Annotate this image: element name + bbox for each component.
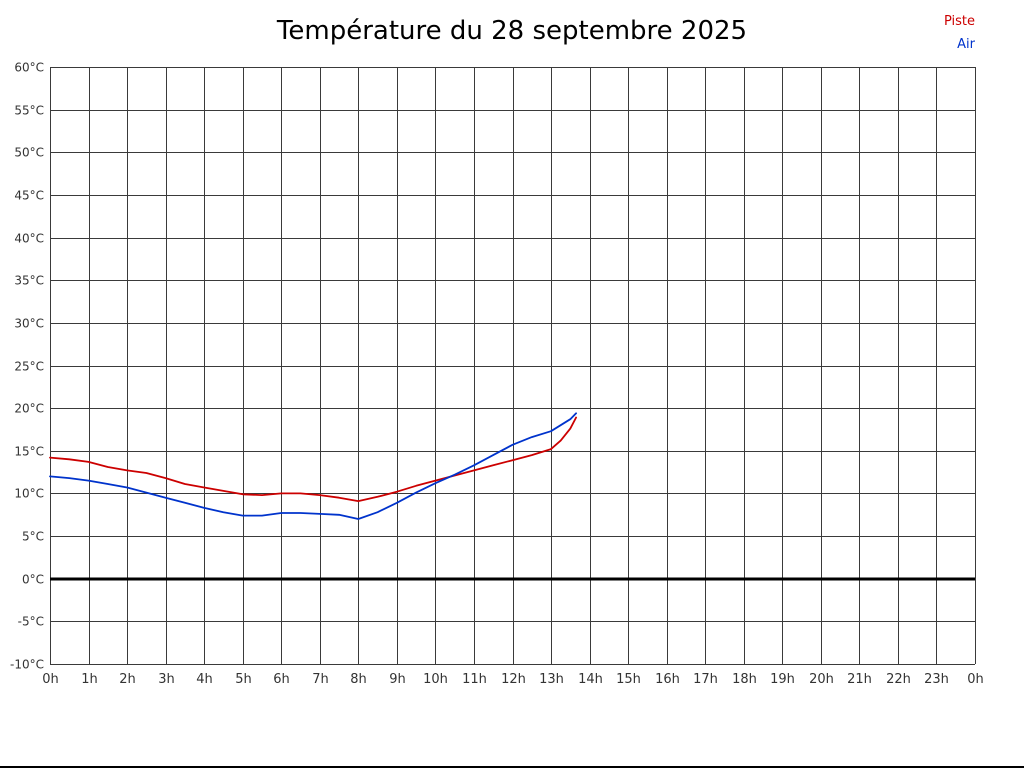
x-tick-label: 5h (235, 672, 252, 687)
series-piste (49, 416, 577, 503)
x-tick-label: 12h (501, 672, 526, 687)
x-tick-label: 0h (42, 672, 59, 687)
x-tick-label: 13h (539, 672, 564, 687)
x-tick-label: 19h (770, 672, 795, 687)
y-tick-label: 15°C (14, 445, 44, 459)
x-tick-label: 1h (81, 672, 98, 687)
y-tick-label: 0°C (22, 573, 44, 587)
y-tick-label: 25°C (14, 360, 44, 374)
x-tick-label: 21h (847, 672, 872, 687)
y-tick-label: 10°C (14, 487, 44, 501)
y-tick-label: 55°C (14, 104, 44, 118)
y-tick-label: 20°C (14, 402, 44, 416)
legend-item-air: Air (957, 37, 975, 52)
y-tick-label: 45°C (14, 189, 44, 203)
y-tick-label: 40°C (14, 232, 44, 246)
x-tick-label: 9h (389, 672, 406, 687)
x-tick-label: 23h (924, 672, 949, 687)
x-tick-label: 8h (350, 672, 367, 687)
legend-item-piste: Piste (943, 14, 975, 29)
series-air (49, 412, 577, 520)
x-tick-label: 6h (273, 672, 290, 687)
x-tick-label: 17h (693, 672, 718, 687)
y-tick-label: 50°C (14, 146, 44, 160)
x-tick-label: 7h (312, 672, 329, 687)
y-tick-label: 5°C (22, 530, 44, 544)
x-tick-label: 2h (119, 672, 136, 687)
x-tick-label: 16h (655, 672, 680, 687)
x-tick-label: 10h (423, 672, 448, 687)
chart-title: Température du 28 septembre 2025 (276, 16, 748, 46)
x-tick-label: 4h (196, 672, 213, 687)
x-tick-label: 3h (158, 672, 175, 687)
x-tick-label: 18h (732, 672, 757, 687)
x-tick-label: 11h (462, 672, 487, 687)
y-tick-label: 30°C (14, 317, 44, 331)
x-tick-label: 15h (616, 672, 641, 687)
y-tick-label: 35°C (14, 274, 44, 288)
bottom-border (0, 766, 1024, 768)
x-tick-label: 20h (809, 672, 834, 687)
y-tick-label: -10°C (10, 658, 44, 672)
x-tick-label: 0h (967, 672, 984, 687)
y-tick-label: 60°C (14, 61, 44, 75)
chart-legend: Piste Air (944, 10, 975, 56)
x-tick-label: 14h (578, 672, 603, 687)
x-tick-label: 22h (886, 672, 911, 687)
y-tick-label: -5°C (18, 615, 44, 629)
